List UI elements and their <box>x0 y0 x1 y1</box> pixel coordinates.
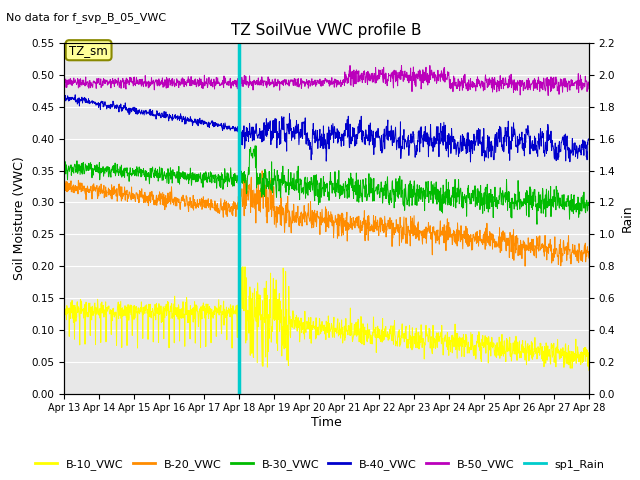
Y-axis label: Rain: Rain <box>621 204 634 232</box>
Legend: B-10_VWC, B-20_VWC, B-30_VWC, B-40_VWC, B-50_VWC, sp1_Rain: B-10_VWC, B-20_VWC, B-30_VWC, B-40_VWC, … <box>31 455 609 474</box>
X-axis label: Time: Time <box>311 416 342 429</box>
Text: TZ_sm: TZ_sm <box>69 44 108 57</box>
Text: No data for f_svp_B_05_VWC: No data for f_svp_B_05_VWC <box>6 12 166 23</box>
Title: TZ SoilVue VWC profile B: TZ SoilVue VWC profile B <box>231 23 422 38</box>
Y-axis label: Soil Moisture (VWC): Soil Moisture (VWC) <box>13 156 26 280</box>
